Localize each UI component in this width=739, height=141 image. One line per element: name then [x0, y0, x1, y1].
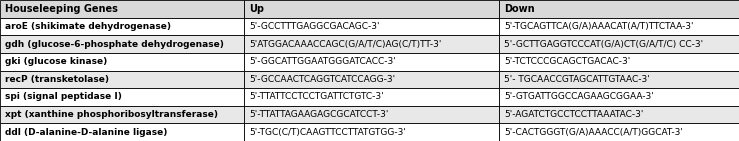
- Bar: [244, 53, 499, 70]
- Text: 5'-GCCTTTGAGGCGACAGC-3': 5'-GCCTTTGAGGCGACAGC-3': [249, 22, 380, 31]
- Bar: [499, 35, 739, 53]
- Bar: [0, 35, 244, 53]
- Text: gki (glucose kinase): gki (glucose kinase): [5, 57, 107, 66]
- Text: 5'-TGCAGTTCA(G/A)AAACAT(A/T)TTCTAA-3': 5'-TGCAGTTCA(G/A)AAACAT(A/T)TTCTAA-3': [504, 22, 693, 31]
- Text: gdh (glucose-6-phosphate dehydrogenase): gdh (glucose-6-phosphate dehydrogenase): [5, 40, 224, 49]
- Bar: [244, 106, 499, 123]
- Bar: [244, 35, 499, 53]
- Bar: [499, 106, 739, 123]
- Bar: [499, 53, 739, 70]
- Bar: [0, 70, 244, 88]
- Bar: [0, 18, 244, 35]
- Text: 5'ATGGACAAACCAGC(G/A/T/C)AG(C/T)TT-3': 5'ATGGACAAACCAGC(G/A/T/C)AG(C/T)TT-3': [249, 40, 441, 49]
- Text: 5'-TTATTCCTCCTGATTCTGTC-3': 5'-TTATTCCTCCTGATTCTGTC-3': [249, 92, 384, 101]
- Bar: [499, 70, 739, 88]
- Bar: [0, 88, 244, 106]
- Text: 5'-GCCAACTCAGGTCATCCAGG-3': 5'-GCCAACTCAGGTCATCCAGG-3': [249, 75, 395, 84]
- Bar: [0, 0, 244, 18]
- Bar: [499, 88, 739, 106]
- Text: ddl (D-alanine-D-alanine ligase): ddl (D-alanine-D-alanine ligase): [5, 128, 168, 137]
- Bar: [244, 0, 499, 18]
- Text: 5'-GTGATTGGCCAGAAGCGGAA-3': 5'-GTGATTGGCCAGAAGCGGAA-3': [504, 92, 654, 101]
- Text: 5'-GCTTGAGGTCCCAT(G/A)CT(G/A/T/C) CC-3': 5'-GCTTGAGGTCCCAT(G/A)CT(G/A/T/C) CC-3': [504, 40, 703, 49]
- Text: 5'-AGATCTGCCTCCTTAAATAC-3': 5'-AGATCTGCCTCCTTAAATAC-3': [504, 110, 644, 119]
- Text: Houseleeping Genes: Houseleeping Genes: [5, 4, 118, 14]
- Bar: [0, 53, 244, 70]
- Text: aroE (shikimate dehydrogenase): aroE (shikimate dehydrogenase): [5, 22, 171, 31]
- Text: 5'-TTATTAGAAGAGCGCATCCT-3': 5'-TTATTAGAAGAGCGCATCCT-3': [249, 110, 389, 119]
- Bar: [499, 0, 739, 18]
- Text: 5'-TGC(C/T)CAAGTTCCTTATGTGG-3': 5'-TGC(C/T)CAAGTTCCTTATGTGG-3': [249, 128, 406, 137]
- Bar: [244, 18, 499, 35]
- Text: 5'- TGCAACCGTAGCATTGTAAC-3': 5'- TGCAACCGTAGCATTGTAAC-3': [504, 75, 650, 84]
- Bar: [499, 123, 739, 141]
- Bar: [244, 123, 499, 141]
- Text: xpt (xanthine phosphoribosyltransferase): xpt (xanthine phosphoribosyltransferase): [5, 110, 218, 119]
- Text: 5'-GGCATTGGAATGGGATCACC-3': 5'-GGCATTGGAATGGGATCACC-3': [249, 57, 396, 66]
- Bar: [244, 88, 499, 106]
- Text: 5'-TCTCCCGCAGCTGACAC-3': 5'-TCTCCCGCAGCTGACAC-3': [504, 57, 630, 66]
- Text: 5'-CACTGGGT(G/A)AAACC(A/T)GGCAT-3': 5'-CACTGGGT(G/A)AAACC(A/T)GGCAT-3': [504, 128, 683, 137]
- Text: spi (signal peptidase I): spi (signal peptidase I): [5, 92, 122, 101]
- Text: recP (transketolase): recP (transketolase): [5, 75, 109, 84]
- Text: Up: Up: [249, 4, 264, 14]
- Text: Down: Down: [504, 4, 534, 14]
- Bar: [0, 106, 244, 123]
- Bar: [499, 18, 739, 35]
- Bar: [0, 123, 244, 141]
- Bar: [244, 70, 499, 88]
